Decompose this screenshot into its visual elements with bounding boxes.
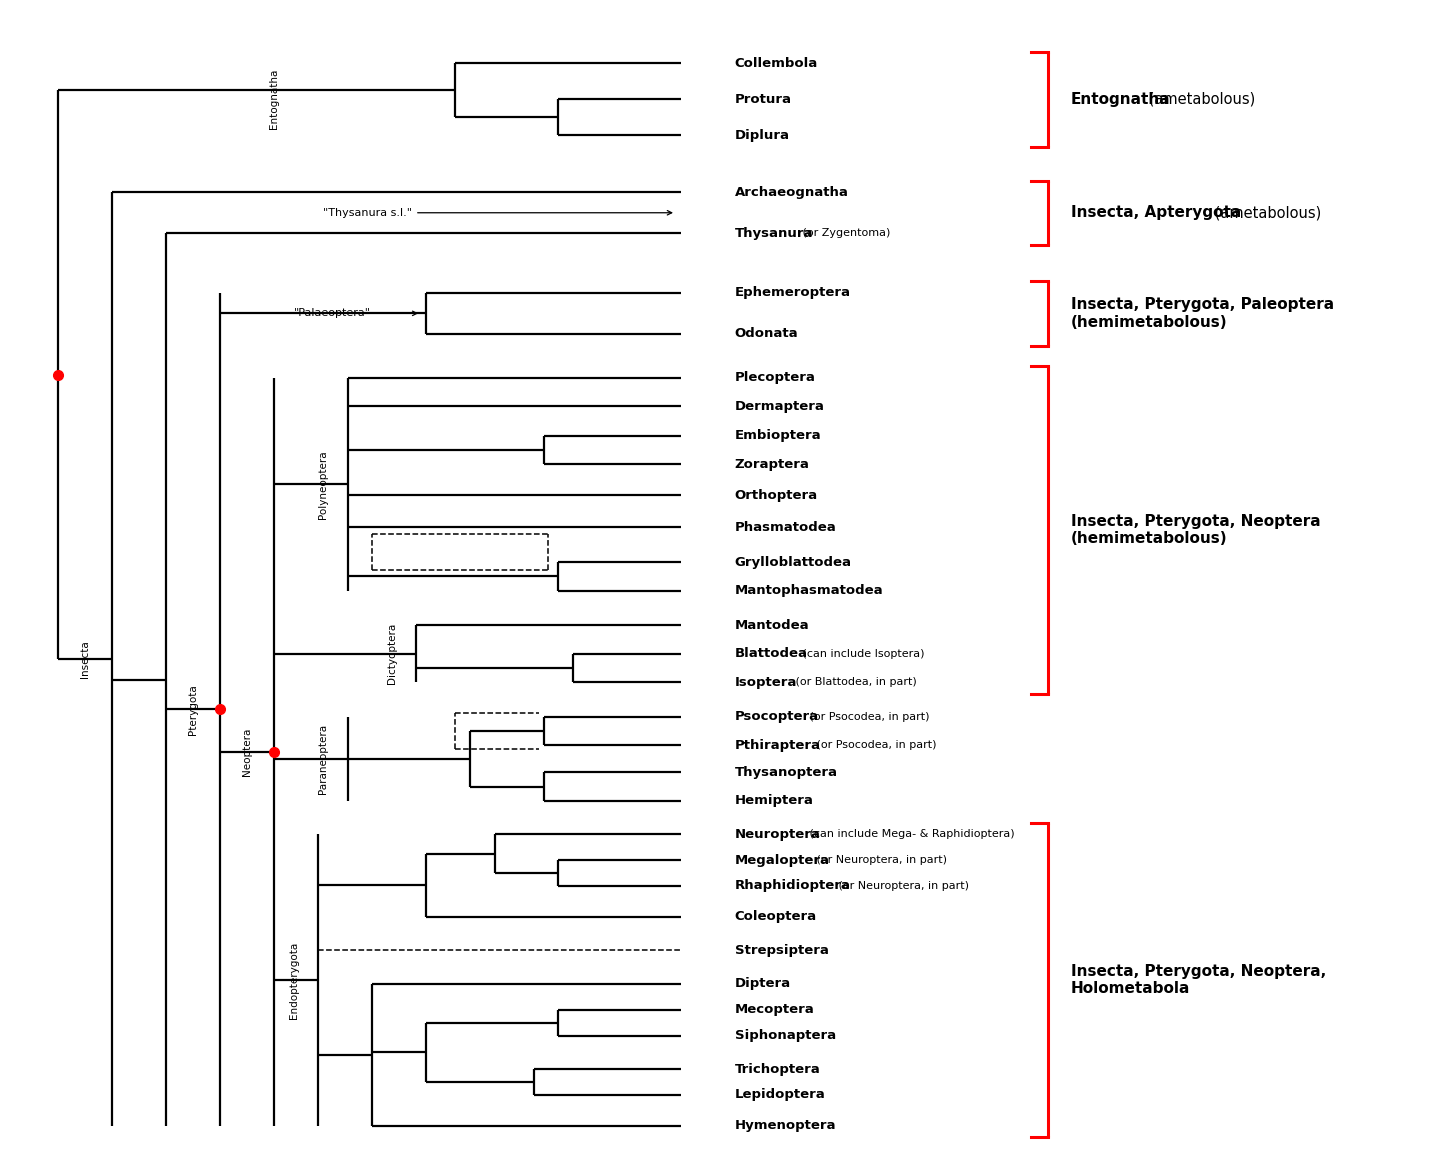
Text: (can include Mega- & Raphidioptera): (can include Mega- & Raphidioptera) xyxy=(806,829,1015,840)
Text: Blattodea: Blattodea xyxy=(734,647,808,660)
Text: Phasmatodea: Phasmatodea xyxy=(734,521,837,534)
Text: Hemiptera: Hemiptera xyxy=(734,794,814,807)
Text: Insecta: Insecta xyxy=(81,640,89,677)
Text: (can include Isoptera): (can include Isoptera) xyxy=(799,648,924,659)
Text: (or Neuroptera, in part): (or Neuroptera, in part) xyxy=(835,881,969,891)
Text: Endopterygota: Endopterygota xyxy=(288,941,298,1019)
Text: Insecta, Pterygota, Neoptera
(hemimetabolous): Insecta, Pterygota, Neoptera (hemimetabo… xyxy=(1071,514,1320,547)
Text: Hymenoptera: Hymenoptera xyxy=(734,1120,837,1133)
Text: Lepidoptera: Lepidoptera xyxy=(734,1089,825,1101)
Text: Neuroptera: Neuroptera xyxy=(734,828,821,841)
Text: Trichoptera: Trichoptera xyxy=(734,1063,821,1076)
Text: Mecoptera: Mecoptera xyxy=(734,1003,815,1017)
Text: (or Psocodea, in part): (or Psocodea, in part) xyxy=(806,712,930,721)
Text: Coleoptera: Coleoptera xyxy=(734,910,816,923)
Text: (ametabolous): (ametabolous) xyxy=(1145,91,1256,107)
Text: Psocoptera: Psocoptera xyxy=(734,711,819,724)
Text: Isoptera: Isoptera xyxy=(734,675,798,689)
Text: Thysanura: Thysanura xyxy=(734,227,814,240)
Text: Diplura: Diplura xyxy=(734,129,789,142)
Text: Plecoptera: Plecoptera xyxy=(734,372,815,384)
Text: Dictyoptera: Dictyoptera xyxy=(387,623,396,684)
Text: (or Neuroptera, in part): (or Neuroptera, in part) xyxy=(814,855,948,865)
Text: (ametabolous): (ametabolous) xyxy=(1211,205,1322,220)
Text: Grylloblattodea: Grylloblattodea xyxy=(734,556,851,569)
Text: Polyneoptera: Polyneoptera xyxy=(318,450,328,519)
Text: Neoptera: Neoptera xyxy=(242,727,252,776)
Text: Siphonaptera: Siphonaptera xyxy=(734,1029,835,1042)
Text: Embioptera: Embioptera xyxy=(734,430,821,442)
Text: Strepsiptera: Strepsiptera xyxy=(734,944,828,957)
Text: Insecta, Pterygota, Paleoptera
(hemimetabolous): Insecta, Pterygota, Paleoptera (hemimeta… xyxy=(1071,298,1333,330)
Text: Dermaptera: Dermaptera xyxy=(734,400,825,412)
Text: Orthoptera: Orthoptera xyxy=(734,489,818,501)
Text: Zoraptera: Zoraptera xyxy=(734,457,809,470)
Text: Insecta, Pterygota, Neoptera,
Holometabola: Insecta, Pterygota, Neoptera, Holometabo… xyxy=(1071,963,1326,996)
Text: (or Blattodea, in part): (or Blattodea, in part) xyxy=(792,677,917,687)
Text: Insecta, Apterygota: Insecta, Apterygota xyxy=(1071,205,1241,220)
Text: Odonata: Odonata xyxy=(734,328,798,340)
Text: Protura: Protura xyxy=(734,93,792,105)
Text: Thysanoptera: Thysanoptera xyxy=(734,765,838,779)
Text: Mantodea: Mantodea xyxy=(734,618,809,632)
Text: Diptera: Diptera xyxy=(734,977,791,990)
Text: "Thysanura s.l.": "Thysanura s.l." xyxy=(323,207,671,218)
Text: Paraneoptera: Paraneoptera xyxy=(318,724,328,794)
Text: Collembola: Collembola xyxy=(734,57,818,69)
Text: Entognatha: Entognatha xyxy=(1071,91,1171,107)
Text: (or Psocodea, in part): (or Psocodea, in part) xyxy=(814,740,937,750)
Text: Entognatha: Entognatha xyxy=(269,69,279,130)
Text: Rhaphidioptera: Rhaphidioptera xyxy=(734,879,851,893)
Text: Archaeognatha: Archaeognatha xyxy=(734,185,848,199)
Text: Pthiraptera: Pthiraptera xyxy=(734,739,821,752)
Text: (or Zygentoma): (or Zygentoma) xyxy=(799,228,890,239)
Text: Ephemeroptera: Ephemeroptera xyxy=(734,286,851,299)
Text: Megaloptera: Megaloptera xyxy=(734,853,829,866)
Text: Mantophasmatodea: Mantophasmatodea xyxy=(734,584,883,598)
Text: "Palaeoptera": "Palaeoptera" xyxy=(294,308,418,318)
Text: Pterygota: Pterygota xyxy=(187,684,197,734)
